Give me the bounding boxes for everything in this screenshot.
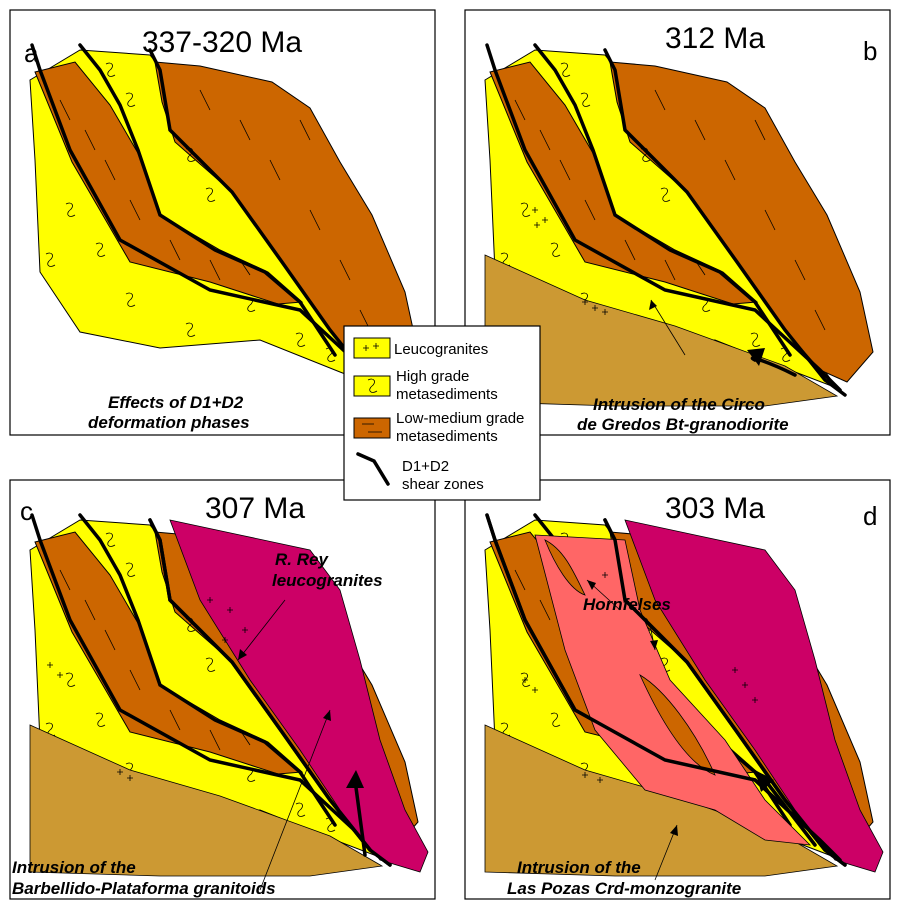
caption: Intrusion of the Circo (593, 395, 765, 414)
legend-label: shear zones (402, 476, 484, 493)
caption: Intrusion of the (12, 858, 136, 877)
panel-age: 303 Ma (665, 492, 765, 525)
caption: deformation phases (88, 413, 250, 432)
panel-age: 312 Ma (665, 22, 765, 55)
panel-c: 307 Ma c R. Rey leucogranites Intrusion … (10, 480, 435, 899)
legend-label: metasediments (396, 386, 498, 403)
legend: Leucogranites High grade metasediments L… (344, 326, 540, 500)
legend-label: Leucogranites (394, 341, 488, 358)
legend-label: High grade (396, 368, 469, 385)
panel-age: 337-320 Ma (142, 26, 302, 59)
panel-label: c (20, 496, 33, 526)
caption: Effects of D1+D2 (108, 393, 244, 412)
caption: Las Pozas Crd-monzogranite (507, 879, 741, 898)
annotation: R. Rey (275, 550, 329, 569)
panel-age: 307 Ma (205, 492, 305, 525)
panel-label: b (863, 36, 877, 66)
caption: Intrusion of the (517, 858, 641, 877)
legend-label: D1+D2 (402, 458, 449, 475)
caption: Barbellido-Plataforma granitoids (12, 879, 276, 898)
annotation: Hornfelses (583, 595, 671, 614)
panel-label: a (24, 38, 39, 68)
panel-label: d (863, 501, 877, 531)
annotation: leucogranites (272, 571, 383, 590)
panel-d: 303 Ma d Hornfelses Intrusion of the Las… (465, 480, 890, 899)
legend-label: Low-medium grade (396, 410, 524, 427)
caption: de Gredos Bt-granodiorite (577, 415, 789, 434)
figure: 337-320 Ma a Effects of D1+D2 deformatio… (0, 0, 904, 900)
legend-label: metasediments (396, 428, 498, 445)
